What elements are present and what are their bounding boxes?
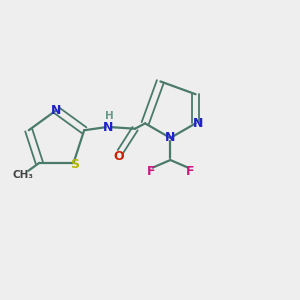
Text: F: F — [185, 165, 194, 178]
Text: CH₃: CH₃ — [13, 170, 34, 180]
Text: N: N — [165, 131, 176, 144]
Text: F: F — [147, 165, 155, 178]
Text: S: S — [70, 158, 79, 171]
Text: N: N — [51, 103, 62, 117]
Text: H: H — [105, 110, 114, 121]
Text: N: N — [103, 121, 113, 134]
Text: O: O — [113, 150, 124, 163]
Text: N: N — [193, 117, 203, 130]
